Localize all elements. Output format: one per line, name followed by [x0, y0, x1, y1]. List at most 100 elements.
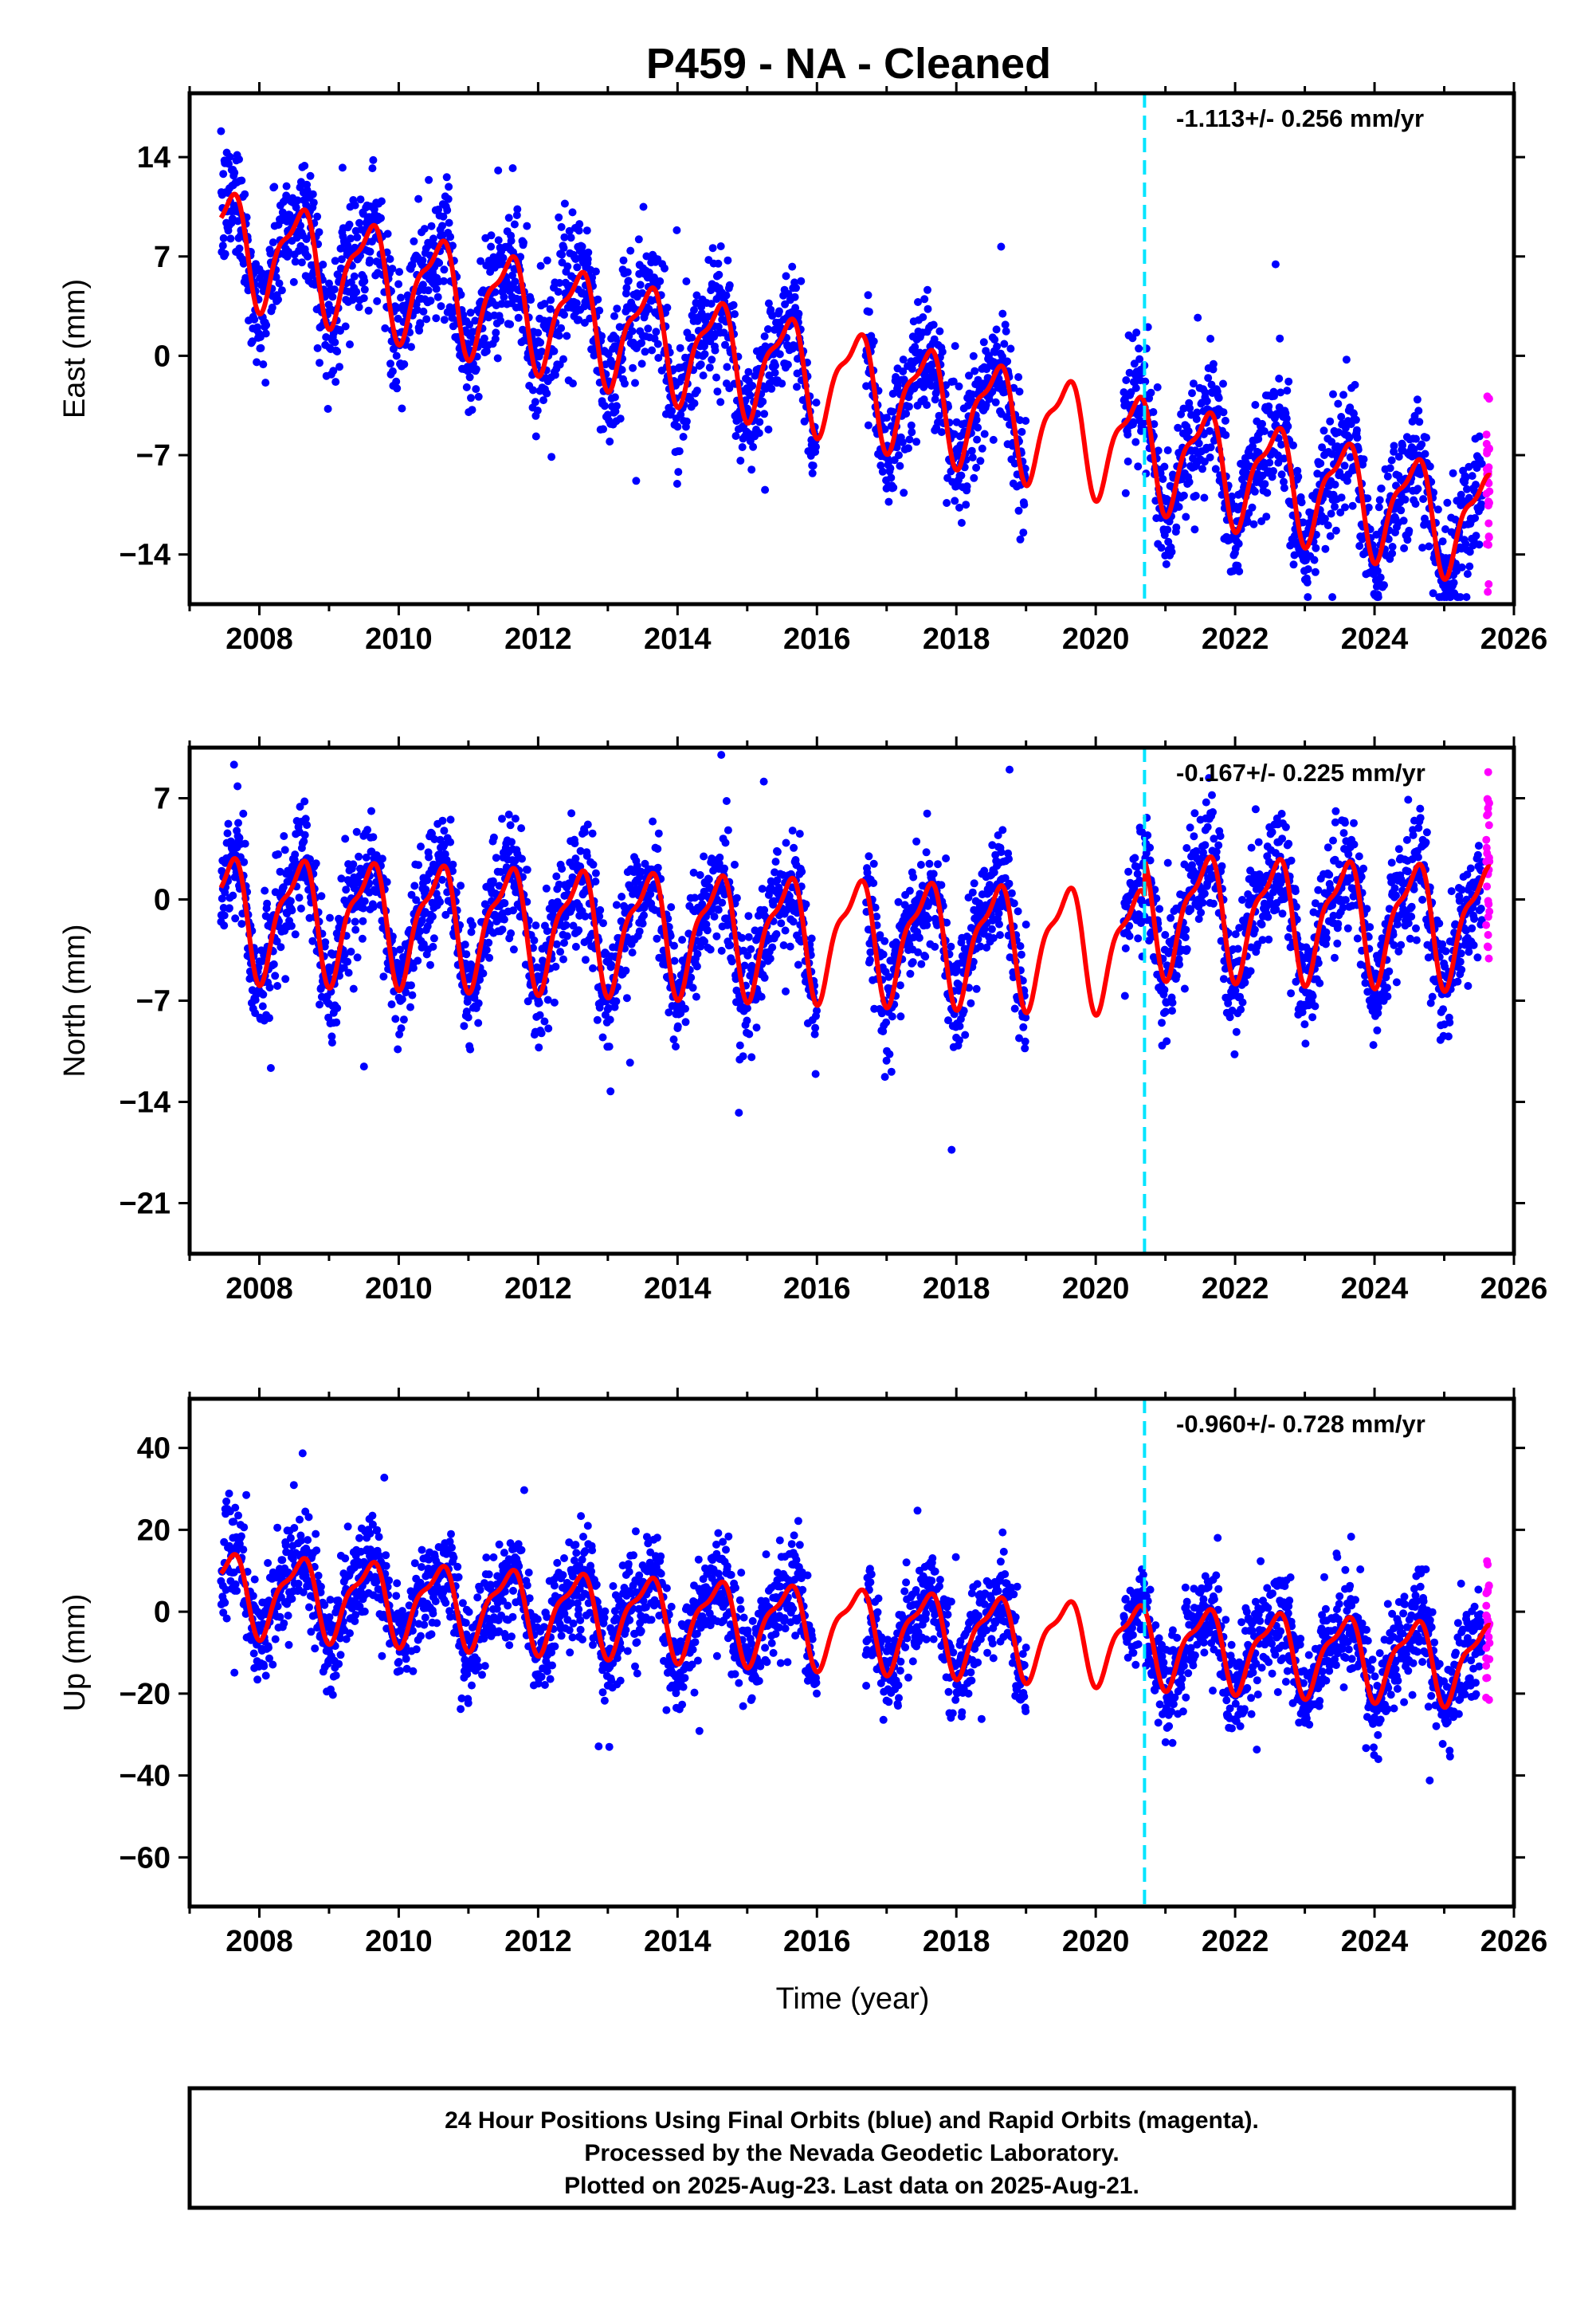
- final-orbit-point: [1186, 404, 1194, 413]
- final-orbit-point: [788, 262, 797, 271]
- final-orbit-point: [929, 320, 938, 329]
- final-orbit-point: [1174, 503, 1183, 511]
- final-orbit-point: [555, 213, 563, 222]
- final-orbit-point: [529, 386, 537, 395]
- plot-area: [217, 93, 1494, 604]
- final-orbit-point: [395, 268, 404, 277]
- final-orbit-point: [377, 197, 386, 206]
- final-orbit-point: [1328, 593, 1337, 602]
- final-orbit-point: [571, 839, 579, 848]
- final-orbit-point: [491, 335, 500, 344]
- final-orbit-point: [714, 259, 723, 268]
- final-orbit-point: [1425, 462, 1434, 471]
- final-orbit-point: [1304, 593, 1312, 602]
- final-orbit-point: [699, 371, 708, 380]
- final-orbit-point: [462, 950, 471, 959]
- final-orbit-point: [331, 378, 340, 387]
- final-orbit-point: [419, 307, 428, 316]
- final-orbit-point: [531, 398, 539, 406]
- final-orbit-point: [423, 876, 432, 885]
- final-orbit-point: [700, 350, 709, 359]
- final-orbit-point: [982, 365, 991, 374]
- final-orbit-point: [358, 934, 367, 943]
- final-orbit-point: [464, 1013, 473, 1022]
- final-orbit-point: [379, 972, 388, 981]
- final-orbit-point: [743, 951, 752, 960]
- final-orbit-point: [1254, 434, 1263, 443]
- final-orbit-point: [581, 956, 590, 964]
- final-orbit-point: [912, 837, 921, 846]
- final-orbit-point: [562, 921, 571, 929]
- final-orbit-point: [1418, 544, 1427, 552]
- final-orbit-point: [409, 964, 418, 972]
- final-orbit-point: [700, 937, 708, 946]
- final-orbit-point: [333, 270, 342, 279]
- final-orbit-point: [909, 873, 918, 882]
- final-orbit-point: [512, 211, 521, 219]
- final-orbit-point: [666, 932, 675, 941]
- final-orbit-point: [388, 265, 397, 273]
- final-orbit-point: [669, 1035, 678, 1044]
- final-orbit-point: [281, 975, 290, 984]
- final-orbit-point: [692, 291, 701, 300]
- final-orbit-point: [1465, 548, 1474, 556]
- final-orbit-point: [1016, 535, 1025, 544]
- final-orbit-point: [467, 960, 475, 968]
- final-orbit-point: [511, 815, 520, 823]
- final-orbit-point: [636, 281, 645, 289]
- final-orbit-point: [938, 348, 947, 356]
- final-orbit-point: [951, 342, 959, 351]
- final-orbit-point: [639, 202, 648, 211]
- final-orbit-point: [235, 244, 244, 253]
- final-orbit-point: [382, 878, 391, 886]
- final-orbit-point: [606, 438, 614, 446]
- final-orbit-point: [551, 962, 560, 971]
- final-orbit-point: [797, 277, 806, 285]
- final-orbit-point: [414, 194, 423, 203]
- final-orbit-point: [575, 220, 584, 229]
- final-orbit-point: [388, 367, 397, 375]
- final-orbit-point: [1327, 509, 1335, 518]
- final-orbit-point: [1412, 434, 1420, 443]
- final-orbit-point: [225, 904, 233, 913]
- final-orbit-point: [1191, 492, 1200, 500]
- final-orbit-point: [416, 320, 425, 328]
- final-orbit-point: [675, 447, 684, 456]
- final-orbit-point: [400, 360, 409, 368]
- final-orbit-point: [572, 299, 581, 308]
- final-orbit-point: [438, 222, 446, 230]
- final-orbit-point: [508, 838, 516, 846]
- final-orbit-point: [1206, 335, 1215, 343]
- final-orbit-point: [812, 399, 821, 407]
- final-orbit-point: [1209, 359, 1218, 368]
- final-orbit-point: [560, 310, 568, 319]
- final-orbit-point: [441, 910, 450, 919]
- final-orbit-point: [1235, 567, 1244, 575]
- final-orbit-point: [351, 201, 359, 210]
- final-orbit-point: [989, 435, 998, 444]
- final-orbit-point: [1421, 450, 1429, 458]
- final-orbit-point: [790, 293, 799, 301]
- final-orbit-point: [536, 338, 545, 347]
- final-orbit-point: [888, 1012, 896, 1021]
- final-orbit-point: [682, 417, 691, 426]
- final-orbit-point: [514, 313, 523, 322]
- final-orbit-point: [574, 926, 583, 935]
- final-orbit-point: [538, 348, 546, 356]
- final-orbit-point: [563, 332, 571, 340]
- x-tick-label: 2014: [644, 622, 712, 656]
- final-orbit-point: [276, 943, 285, 952]
- final-orbit-point: [507, 237, 516, 245]
- final-orbit-point: [437, 302, 445, 311]
- final-orbit-point: [464, 340, 473, 348]
- final-orbit-point: [992, 325, 1001, 334]
- final-orbit-point: [1388, 549, 1397, 558]
- final-orbit-point: [673, 226, 681, 234]
- final-orbit-point: [296, 803, 304, 811]
- final-orbit-point: [531, 921, 540, 930]
- final-orbit-point: [1316, 459, 1325, 468]
- final-orbit-point: [495, 882, 504, 890]
- final-orbit-point: [360, 277, 369, 285]
- final-orbit-point: [790, 843, 798, 852]
- final-orbit-point: [1359, 455, 1368, 464]
